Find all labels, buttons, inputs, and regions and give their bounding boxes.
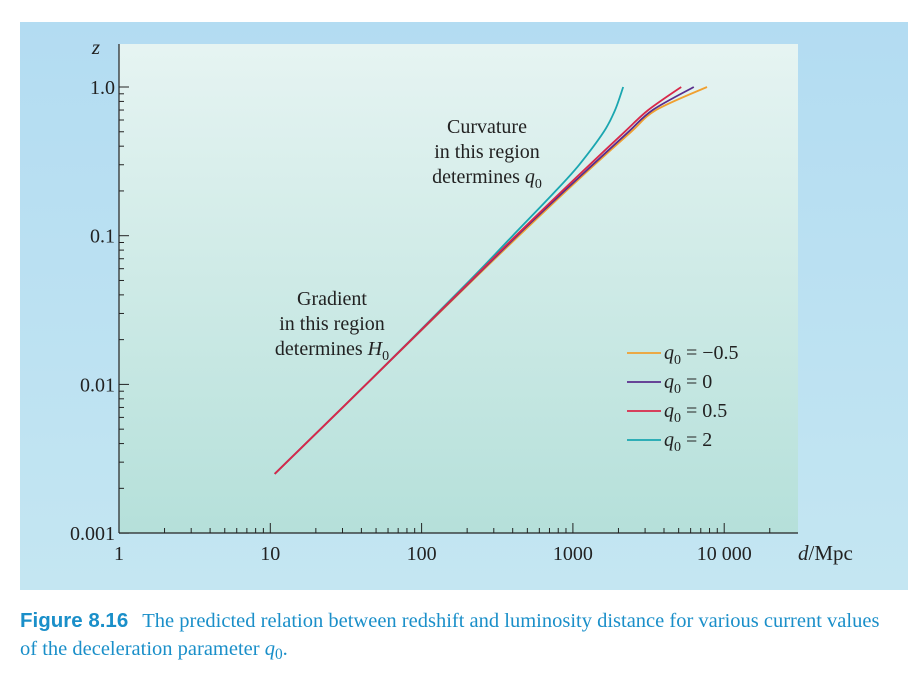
- plot-area: [119, 44, 798, 533]
- series-lines: [274, 86, 708, 475]
- figure-caption: Figure 8.16 The predicted relation betwee…: [20, 607, 880, 669]
- redshift-distance-chart: 1 10 100 1000 10 000 0.001 0.01 0.1 1.0 z d/Mpc Gr…: [70, 35, 853, 565]
- annotation-line: in this region: [434, 141, 540, 163]
- x-tick-label: 1000: [553, 543, 593, 565]
- y-tick-label: 0.1: [90, 226, 115, 248]
- annotation-line: in this region: [279, 313, 385, 335]
- annotation-line: Curvature: [447, 116, 527, 138]
- axes: 1 10 100 1000 10 000 0.001 0.01 0.1 1.0 z d/Mpc: [70, 35, 853, 565]
- y-axis-title: z: [91, 35, 100, 59]
- annotation-line: determines q0: [432, 166, 542, 192]
- annotations: Gradient in this region determines H0 Curva…: [275, 116, 542, 364]
- legend-entry: q0 = 0.5: [627, 400, 727, 426]
- annotation-line: determines H0: [275, 338, 389, 364]
- legend-entry: q0 = 0: [627, 371, 712, 397]
- figure-label: Figure 8.16: [20, 609, 129, 632]
- series-line: [274, 86, 682, 475]
- legend-label: q0 = −0.5: [664, 342, 739, 368]
- legend-label: q0 = 0: [664, 371, 712, 397]
- annotation-line: Gradient: [297, 288, 367, 310]
- legend: q0 = −0.5 q0 = 0 q0 = 0.5 q0 = 2: [627, 342, 739, 455]
- legend-entry: q0 = −0.5: [627, 342, 739, 368]
- x-tick-label: 10: [260, 543, 280, 565]
- annotation: Gradient in this region determines H0: [275, 288, 389, 364]
- x-axis-title: d/Mpc: [798, 541, 853, 565]
- legend-label: q0 = 0.5: [664, 400, 727, 426]
- legend-entry: q0 = 2: [627, 429, 712, 455]
- y-tick-label: 1.0: [90, 77, 115, 99]
- caption-text: The predicted relation between redshift …: [20, 610, 880, 663]
- figure-panel: 1 10 100 1000 10 000 0.001 0.01 0.1 1.0 z d/Mpc Gr…: [20, 22, 908, 590]
- x-tick-label: 10 000: [697, 543, 752, 565]
- annotation: Curvature in this region determines q0: [432, 116, 542, 192]
- y-tick-label: 0.01: [80, 374, 115, 396]
- legend-label: q0 = 2: [664, 429, 712, 455]
- x-tick-label: 1: [114, 543, 124, 565]
- y-tick-label: 0.001: [70, 523, 115, 545]
- x-tick-label: 100: [407, 543, 437, 565]
